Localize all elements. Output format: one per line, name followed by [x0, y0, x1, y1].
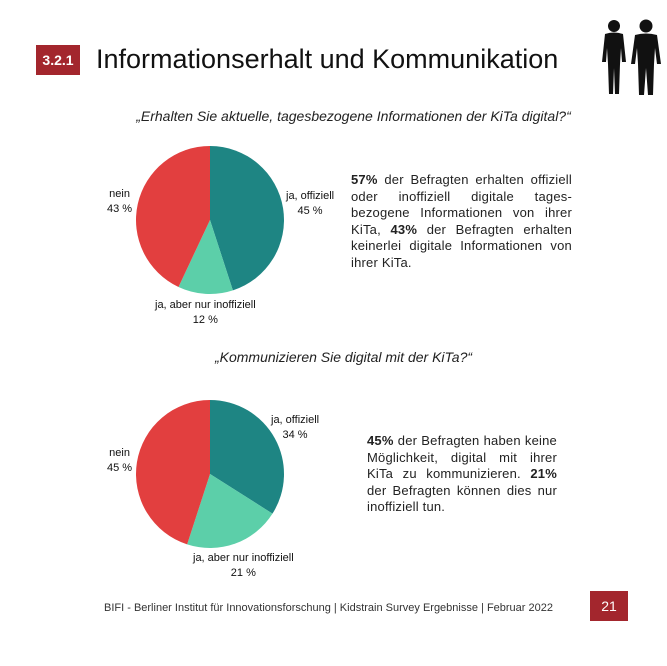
pie1-slice-ja-aber-nur-inoffiziell — [178, 220, 233, 294]
section-number-badge: 3.2.1 — [36, 45, 80, 75]
pie2-label-nein: nein 45 % — [107, 447, 133, 474]
summary-paragraph-2: 45% der Befragten haben keine Möglichkei… — [367, 433, 557, 514]
pie1-label-inoffiziell: ja, aber nur inoffiziell 12 % — [155, 299, 256, 326]
page-title: Informationserhalt und Kommunikation — [96, 44, 559, 74]
pie-chart-1 — [136, 146, 285, 294]
pie1-label-offiziell: ja, offiziell 45 % — [286, 190, 335, 217]
pie2-slice-ja-aber-nur-inoffiziell — [187, 474, 273, 548]
pie1-slice-nein — [136, 146, 210, 287]
survey-question-1: „Erhalten Sie aktuelle, tagesbezogene In… — [136, 108, 571, 124]
footer-text: BIFI - Berliner Institut für Innovations… — [104, 602, 553, 614]
summary-paragraph-1: 57% der Befragten erhalten offiziell ode… — [351, 172, 572, 270]
page-number: 21 — [590, 591, 628, 621]
pie1-slice-ja-offiziell — [210, 146, 285, 291]
pie2-label-offiziell: ja, offiziell 34 % — [271, 414, 320, 441]
pie1-label-nein: nein 43 % — [107, 188, 133, 215]
people-silhouette-icon — [602, 19, 661, 95]
pie-chart-2 — [136, 400, 284, 548]
pie2-slice-ja-offiziell — [210, 400, 284, 514]
pie2-slice-nein — [136, 400, 210, 545]
pie2-label-inoffiziell: ja, aber nur inoffiziell 21 % — [193, 552, 294, 579]
survey-question-2: „Kommunizieren Sie digital mit der KiTa?… — [214, 349, 473, 365]
